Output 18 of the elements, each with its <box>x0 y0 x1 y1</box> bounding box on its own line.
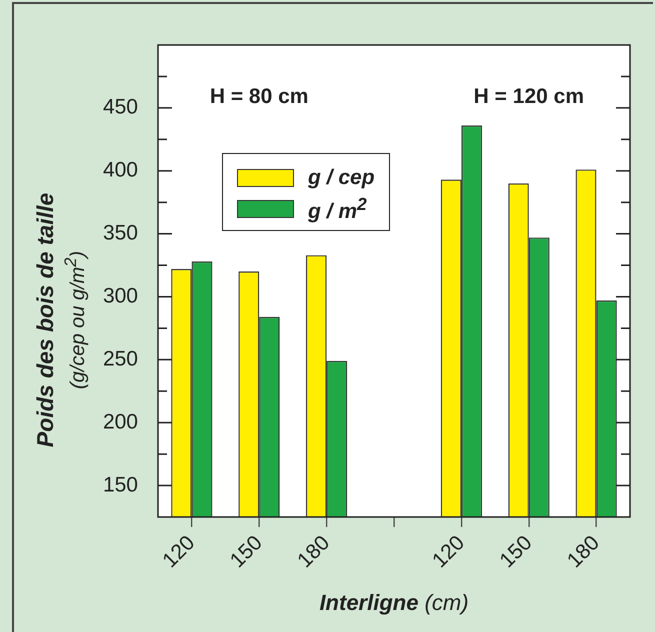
x-tick-label: 120 <box>158 531 200 572</box>
x-tick-label: 180 <box>562 531 604 572</box>
x-tick-label: 180 <box>293 531 334 572</box>
x-tick-label: 120 <box>428 531 470 572</box>
x-tick-label: 150 <box>495 531 536 572</box>
y-tick-label: 300 <box>102 284 138 308</box>
legend-label: g / cep <box>308 166 375 190</box>
y-tick-label: 400 <box>102 158 138 182</box>
y-tick-label: 250 <box>102 347 138 370</box>
annotation: H = 120 cm <box>474 85 584 109</box>
annotation: H = 80 cm <box>210 85 308 109</box>
legend-label: g / m$^{2}$ <box>308 194 367 224</box>
x-tick-label: 150 <box>226 531 267 572</box>
y-tick-label: 200 <box>102 410 138 434</box>
y-tick-label: 350 <box>102 222 138 245</box>
y-tick-label: 150 <box>102 473 138 496</box>
y-tick-label: 450 <box>102 96 138 119</box>
x-axis-title: Interligne (cm) <box>319 590 469 615</box>
